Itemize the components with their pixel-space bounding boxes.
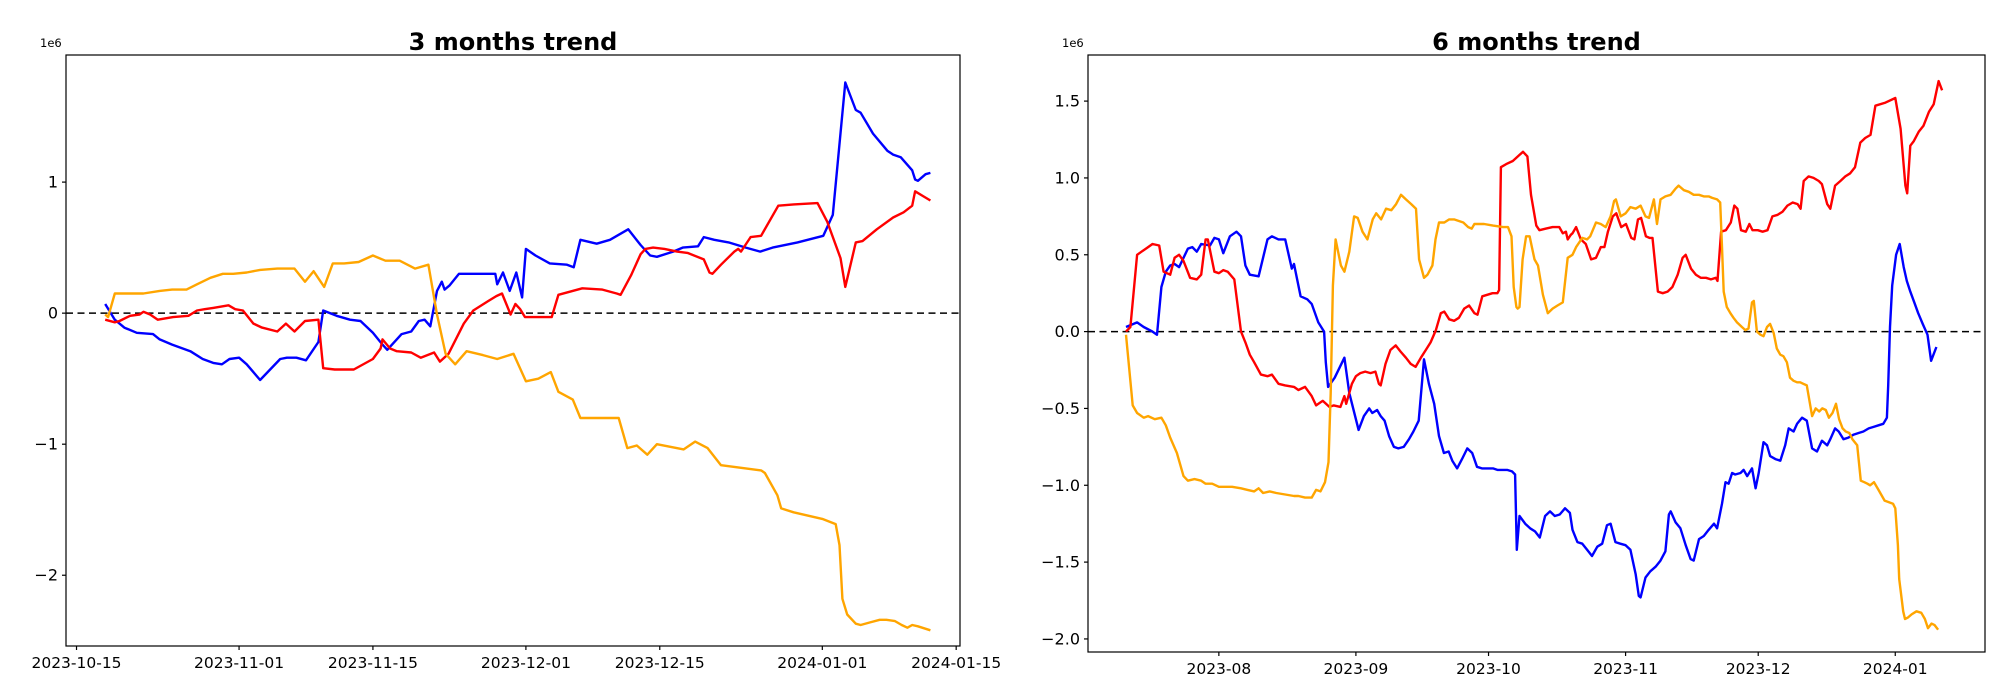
y-tick-label: −1.0 bbox=[1041, 476, 1080, 495]
x-tick-label: 2023-10-15 bbox=[31, 654, 121, 672]
y-tick-label: 0.0 bbox=[1055, 322, 1080, 341]
y-tick-label: 1 bbox=[48, 173, 58, 192]
axes-6-months: 2023-08 2023-09 2023-10 2023-11 2023-12 2024-… bbox=[1041, 54, 1986, 678]
series-red-line-6-months bbox=[1125, 79, 1944, 409]
x-tick-label: 2023-09 bbox=[1324, 660, 1389, 678]
y-tick-label: 1.5 bbox=[1055, 92, 1080, 111]
series-red-line-3-months bbox=[104, 190, 932, 371]
y-tick-label: −0.5 bbox=[1041, 399, 1080, 418]
y-tick-label: 1.0 bbox=[1055, 168, 1080, 187]
x-tick-label: 2024-01 bbox=[1863, 660, 1928, 678]
x-tick-label: 2024-01-01 bbox=[777, 654, 867, 672]
y-tick-label: −2.0 bbox=[1041, 629, 1080, 648]
axes-3-months: 2023-10-15 2023-11-01 2023-11-15 2023-12-01… bbox=[31, 54, 1001, 672]
series-orange-line-3-months bbox=[104, 254, 931, 632]
series-blue-line-3-months bbox=[104, 81, 931, 382]
plot-box-6-months bbox=[1087, 54, 1986, 653]
plot-box-3-months bbox=[65, 54, 961, 647]
y-axis-3-months: 1 0 −1 −2 bbox=[34, 173, 66, 585]
y-tick-label: 0.5 bbox=[1055, 245, 1080, 264]
x-tick-label: 2023-12-01 bbox=[481, 654, 571, 672]
x-tick-label: 2023-11 bbox=[1593, 660, 1658, 678]
y-tick-label: 0 bbox=[48, 304, 58, 323]
x-tick-label: 2023-12 bbox=[1726, 660, 1791, 678]
x-axis-3-months: 2023-10-15 2023-11-01 2023-11-15 2023-12-01… bbox=[31, 646, 1001, 672]
x-tick-label: 2023-10 bbox=[1456, 660, 1521, 678]
y-axis-offset-label: 1e6 bbox=[1062, 36, 1084, 50]
series-blue-line-6-months bbox=[1125, 230, 1938, 599]
x-tick-label: 2023-11-15 bbox=[328, 654, 418, 672]
y-axis-6-months: 1.5 1.0 0.5 0.0 −0.5 −1.0 −1.5 −2.0 bbox=[1041, 92, 1088, 648]
y-tick-label: −2 bbox=[34, 566, 58, 585]
y-tick-label: −1.5 bbox=[1041, 553, 1080, 572]
page-title: 3 months trend bbox=[408, 28, 618, 57]
x-tick-label: 2023-11-01 bbox=[194, 654, 284, 672]
x-axis-6-months: 2023-08 2023-09 2023-10 2023-11 2023-12 2024-… bbox=[1186, 652, 1928, 678]
x-tick-label: 2023-12-15 bbox=[615, 654, 705, 672]
x-tick-label: 2024-01-15 bbox=[911, 654, 1001, 672]
series-orange-line-6-months bbox=[1124, 184, 1940, 631]
y-axis-offset-label: 1e6 bbox=[40, 36, 62, 50]
x-tick-label: 2023-08 bbox=[1186, 660, 1251, 678]
y-tick-label: −1 bbox=[34, 435, 58, 454]
page-title: 6 months trend bbox=[1432, 28, 1641, 57]
